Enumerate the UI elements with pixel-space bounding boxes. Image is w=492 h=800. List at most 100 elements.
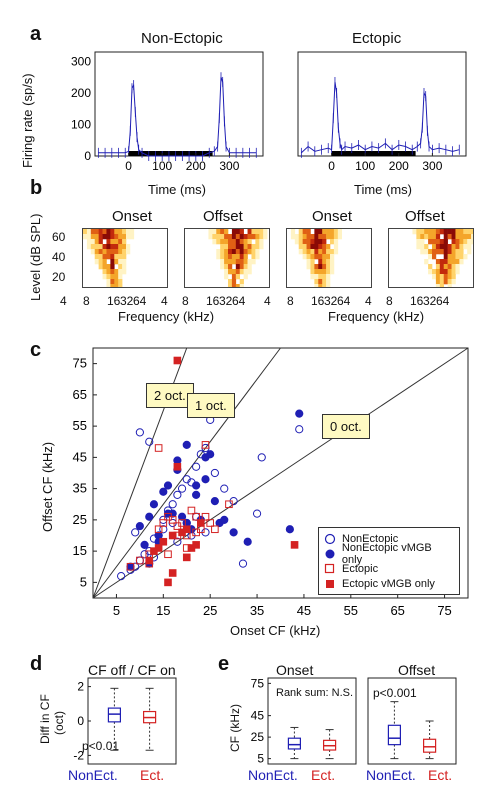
heat-cell	[102, 269, 107, 275]
heat-cell	[306, 249, 311, 255]
heat-cell	[432, 249, 437, 255]
psth-line	[301, 81, 460, 154]
heat-cell	[208, 229, 213, 235]
legend-label: Ectopic vMGB only	[342, 577, 435, 590]
heat-cell	[255, 244, 260, 250]
heat-cell	[322, 269, 327, 275]
heat-cell	[98, 229, 103, 235]
data-point	[192, 490, 201, 499]
heat-cell	[314, 274, 319, 280]
data-point	[177, 484, 187, 493]
heat-cell	[122, 234, 127, 240]
data-point	[192, 481, 201, 490]
heat-cell	[439, 239, 445, 245]
heat-cell	[435, 259, 441, 265]
heat-cell	[235, 269, 241, 275]
heat-cell	[251, 244, 256, 250]
heat-cell	[106, 239, 111, 245]
panel-e-stat-onset: Rank sum: N.S.	[276, 687, 354, 699]
data-point	[154, 525, 163, 534]
heat-cell	[306, 239, 311, 245]
heat-cell	[326, 284, 331, 287]
heat-cell	[428, 239, 433, 245]
data-point	[164, 550, 172, 559]
heat-cell	[118, 239, 123, 245]
heat-cell	[306, 264, 311, 270]
heat-cell	[102, 254, 107, 260]
heat-cell	[102, 274, 107, 280]
heat-cell	[212, 239, 217, 245]
heat-cell	[243, 249, 248, 255]
legend-label: NonEctopic	[342, 532, 399, 545]
data-point	[173, 537, 182, 546]
data-point	[168, 516, 177, 524]
heat-cell	[102, 244, 107, 250]
filled-circle-icon	[325, 549, 335, 558]
heat-cell	[455, 264, 460, 270]
heat-cell	[463, 234, 468, 240]
data-point	[182, 440, 191, 449]
heat-cell	[110, 239, 115, 245]
heat-cell	[318, 254, 323, 260]
heat-cell	[251, 234, 256, 240]
heat-cell	[220, 229, 225, 235]
heat-cell	[231, 279, 237, 285]
heat-cell	[106, 249, 111, 255]
data-point	[140, 540, 149, 549]
heat-cell	[247, 239, 252, 245]
panel-d-group-ect: Ect.	[140, 767, 165, 783]
heat-cell	[439, 249, 445, 255]
heat-cell	[118, 269, 123, 275]
panel-e-group-nonect: NonEct.	[248, 767, 298, 783]
x-tick-label: 75	[437, 603, 451, 618]
heat-cell	[122, 259, 127, 265]
heat-cell	[447, 229, 452, 235]
heat-cell	[224, 244, 229, 250]
heat-cell	[435, 239, 441, 245]
heat-cell	[228, 254, 233, 260]
data-point	[206, 450, 215, 459]
heat-cell	[122, 244, 127, 250]
y-tick-label: 75	[251, 676, 265, 690]
heat-cell	[322, 239, 327, 245]
data-point	[201, 441, 210, 449]
x-tick-label: 300	[422, 159, 442, 173]
heat-cell	[451, 254, 456, 260]
heat-cell	[224, 254, 229, 260]
xtick: 32	[219, 294, 233, 308]
heat-cell	[333, 234, 339, 240]
heat-cell	[110, 269, 115, 275]
panel-e-title-offset: Offset	[398, 662, 436, 678]
heat-cell	[94, 239, 99, 245]
heat-cell	[231, 259, 237, 265]
heat-cell	[110, 259, 115, 265]
xtick: 64	[337, 294, 351, 308]
y-tick-label: 15	[73, 543, 87, 558]
heat-cell	[263, 229, 268, 235]
heat-cell	[98, 234, 103, 240]
data-point	[173, 462, 182, 471]
x-tick-label: 0	[125, 159, 132, 173]
panel-b-ylabel: Level (dB SPL)	[28, 213, 43, 301]
heat-cell	[216, 234, 221, 240]
heat-cell	[235, 254, 241, 260]
heat-cell	[94, 244, 99, 250]
heat-cell	[455, 259, 460, 265]
heat-cell	[326, 234, 331, 240]
heat-cell	[118, 244, 123, 250]
heat-cell	[224, 249, 229, 255]
heat-cell	[459, 249, 464, 255]
heat-cell	[220, 264, 225, 270]
callout-2-oct: 2 oct.	[146, 383, 194, 408]
heat-cell	[90, 239, 96, 245]
heat-cell	[294, 239, 300, 245]
heat-cell	[239, 229, 244, 235]
heat-cell	[243, 244, 248, 250]
heat-cell	[86, 239, 92, 245]
heat-cell	[455, 249, 460, 255]
heat-cell	[455, 229, 460, 235]
heat-cell	[428, 229, 433, 235]
heat-cell	[439, 274, 445, 280]
heat-cell	[318, 279, 323, 285]
